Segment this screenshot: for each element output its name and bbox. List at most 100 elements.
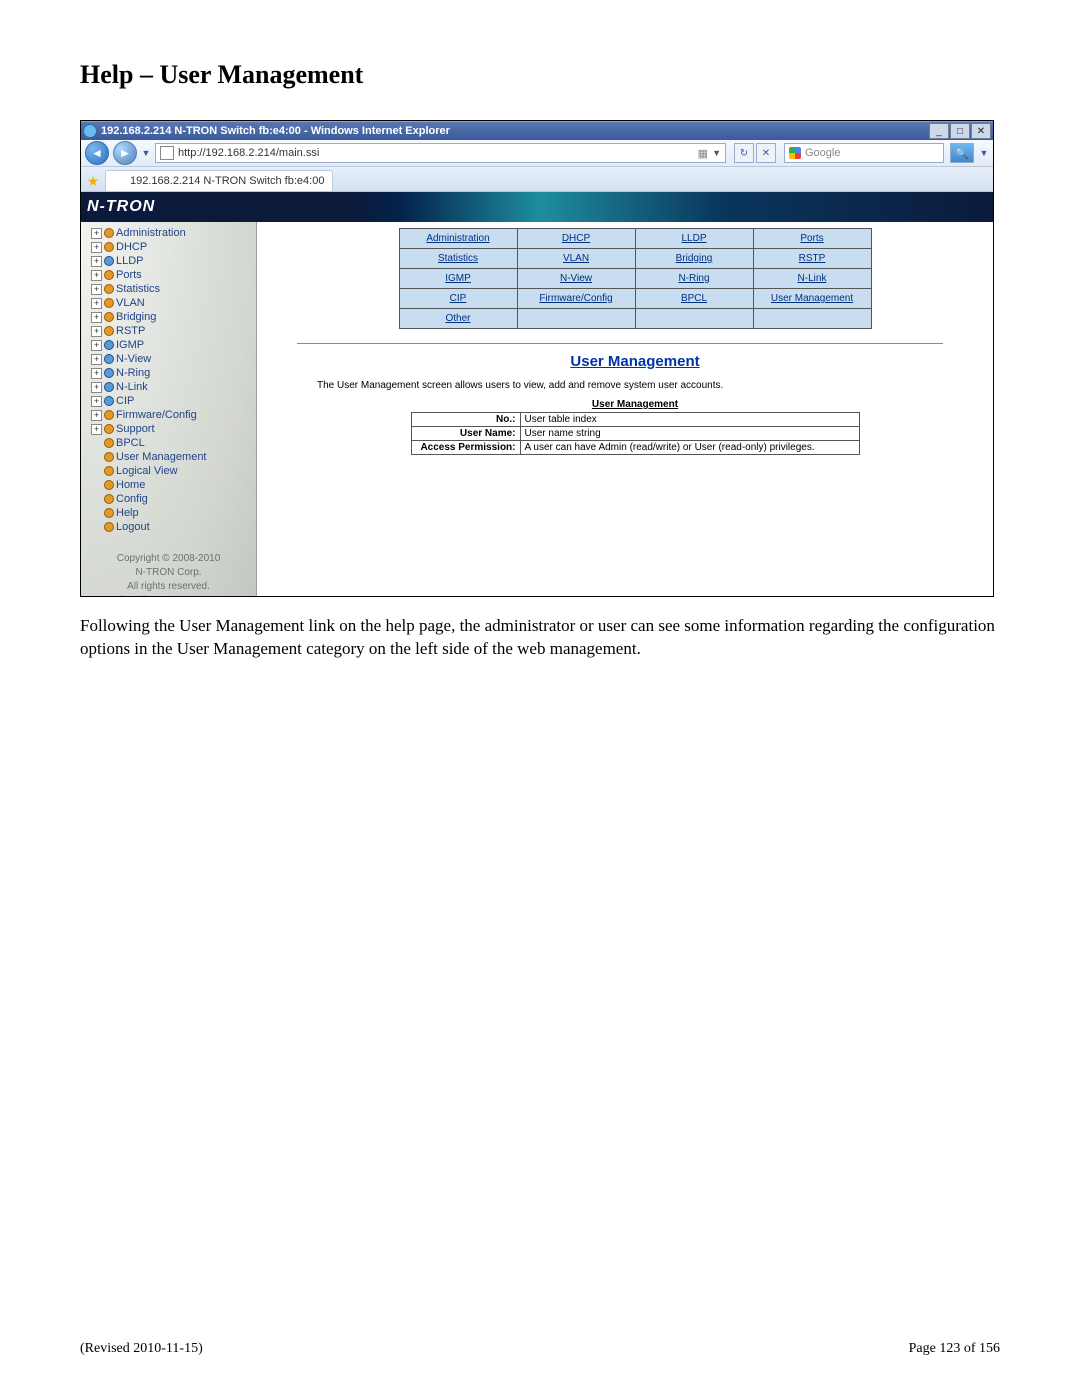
expand-icon[interactable]: + <box>91 354 102 365</box>
forward-button[interactable]: ► <box>113 141 137 165</box>
expand-icon[interactable]: + <box>91 228 102 239</box>
help-nav-link-igmp[interactable]: IGMP <box>399 269 517 289</box>
tree-link[interactable]: Administration <box>116 227 186 239</box>
close-button[interactable]: ✕ <box>971 123 991 139</box>
help-nav-link-n-ring[interactable]: N-Ring <box>635 269 753 289</box>
tree-link[interactable]: LLDP <box>116 255 144 267</box>
tree-link[interactable]: DHCP <box>116 241 147 253</box>
expand-icon[interactable]: + <box>91 340 102 351</box>
tree-link[interactable]: N-Ring <box>116 367 150 379</box>
tree-item-lldp[interactable]: + LLDP <box>91 254 256 268</box>
tree-item-firmware-config[interactable]: + Firmware/Config <box>91 408 256 422</box>
help-nav-link-rstp[interactable]: RSTP <box>753 249 871 269</box>
tree-item-n-link[interactable]: + N-Link <box>91 380 256 394</box>
tree-link[interactable]: RSTP <box>116 325 145 337</box>
help-nav-link-vlan[interactable]: VLAN <box>517 249 635 269</box>
tree-item-ports[interactable]: + Ports <box>91 268 256 282</box>
search-dropdown-icon[interactable]: ▼ <box>979 148 989 158</box>
page-icon <box>160 146 174 160</box>
help-nav-link-cip[interactable]: CIP <box>399 289 517 309</box>
tree-link[interactable]: N-View <box>116 353 151 365</box>
page-menu-icon[interactable]: ▦ <box>698 147 708 160</box>
help-nav-link-firmware-config[interactable]: Firmware/Config <box>517 289 635 309</box>
tree-item-administration[interactable]: + Administration <box>91 226 256 240</box>
tree-item-dhcp[interactable]: + DHCP <box>91 240 256 254</box>
tree-item-config[interactable]: Config <box>91 492 256 506</box>
tree-item-bridging[interactable]: + Bridging <box>91 310 256 324</box>
help-nav-link-user-management[interactable]: User Management <box>753 289 871 309</box>
tree-item-bpcl[interactable]: BPCL <box>91 436 256 450</box>
expand-icon[interactable]: + <box>91 284 102 295</box>
copyright-line: All rights reserved. <box>81 580 256 594</box>
tree-link[interactable]: Ports <box>116 269 142 281</box>
tree-link[interactable]: Logout <box>116 521 150 533</box>
help-nav-link-statistics[interactable]: Statistics <box>399 249 517 269</box>
tree-item-help[interactable]: Help <box>91 506 256 520</box>
tree-link[interactable]: Statistics <box>116 283 160 295</box>
expand-icon[interactable]: + <box>91 368 102 379</box>
search-button[interactable]: 🔍 <box>950 143 974 163</box>
tree-link[interactable]: Logical View <box>116 465 178 477</box>
help-nav-link-lldp[interactable]: LLDP <box>635 229 753 249</box>
bullet-icon <box>104 228 114 238</box>
tree-link[interactable]: Bridging <box>116 311 156 323</box>
expand-icon[interactable]: + <box>91 242 102 253</box>
search-box[interactable]: Google <box>784 143 944 163</box>
page-heading: Help – User Management <box>80 60 1000 90</box>
help-nav-link-n-view[interactable]: N-View <box>517 269 635 289</box>
tree-link[interactable]: BPCL <box>116 437 145 449</box>
favorites-icon[interactable]: ★ <box>83 171 103 191</box>
help-nav-link-bpcl[interactable]: BPCL <box>635 289 753 309</box>
expand-icon[interactable]: + <box>91 256 102 267</box>
tree-link[interactable]: N-Link <box>116 381 148 393</box>
address-dropdown-icon[interactable]: ▼ <box>712 148 721 158</box>
help-nav-link-administration[interactable]: Administration <box>399 229 517 249</box>
logo-band: N-TRON <box>81 192 994 222</box>
refresh-button[interactable]: ↻ <box>734 143 754 163</box>
expand-icon[interactable]: + <box>91 382 102 393</box>
nav-history-dropdown[interactable]: ▼ <box>141 148 151 158</box>
tree-item-user-management[interactable]: User Management <box>91 450 256 464</box>
tree-link[interactable]: Home <box>116 479 145 491</box>
help-nav-link-dhcp[interactable]: DHCP <box>517 229 635 249</box>
active-tab[interactable]: 192.168.2.214 N-TRON Switch fb:e4:00 <box>105 170 333 191</box>
help-nav-link-ports[interactable]: Ports <box>753 229 871 249</box>
tree-item-logical-view[interactable]: Logical View <box>91 464 256 478</box>
help-nav-link-bridging[interactable]: Bridging <box>635 249 753 269</box>
tree-item-igmp[interactable]: + IGMP <box>91 338 256 352</box>
expand-icon[interactable]: + <box>91 326 102 337</box>
tree-item-n-ring[interactable]: + N-Ring <box>91 366 256 380</box>
tree-item-n-view[interactable]: + N-View <box>91 352 256 366</box>
bullet-icon <box>104 438 114 448</box>
tree-item-vlan[interactable]: + VLAN <box>91 296 256 310</box>
tree-link[interactable]: Support <box>116 423 155 435</box>
tree-item-cip[interactable]: + CIP <box>91 394 256 408</box>
expand-icon[interactable]: + <box>91 298 102 309</box>
tree-item-logout[interactable]: Logout <box>91 520 256 534</box>
bullet-icon <box>104 452 114 462</box>
search-provider: Google <box>805 147 939 159</box>
help-nav-link-n-link[interactable]: N-Link <box>753 269 871 289</box>
tree-item-rstp[interactable]: + RSTP <box>91 324 256 338</box>
maximize-button[interactable]: □ <box>950 123 970 139</box>
tree-link[interactable]: Firmware/Config <box>116 409 197 421</box>
tree-link[interactable]: Help <box>116 507 139 519</box>
expand-icon[interactable]: + <box>91 410 102 421</box>
tree-item-support[interactable]: + Support <box>91 422 256 436</box>
tree-link[interactable]: VLAN <box>116 297 145 309</box>
tree-item-statistics[interactable]: + Statistics <box>91 282 256 296</box>
expand-icon[interactable]: + <box>91 312 102 323</box>
address-bar[interactable]: http://192.168.2.214/main.ssi ▦ ▼ <box>155 143 726 163</box>
expand-icon[interactable]: + <box>91 270 102 281</box>
help-nav-link-other[interactable]: Other <box>399 309 517 329</box>
minimize-button[interactable]: _ <box>929 123 949 139</box>
expand-icon[interactable]: + <box>91 396 102 407</box>
stop-button[interactable]: ✕ <box>756 143 776 163</box>
tree-link[interactable]: IGMP <box>116 339 144 351</box>
expand-icon[interactable]: + <box>91 424 102 435</box>
tree-link[interactable]: User Management <box>116 451 207 463</box>
back-button[interactable]: ◄ <box>85 141 109 165</box>
tree-link[interactable]: Config <box>116 493 148 505</box>
tree-link[interactable]: CIP <box>116 395 134 407</box>
tree-item-home[interactable]: Home <box>91 478 256 492</box>
